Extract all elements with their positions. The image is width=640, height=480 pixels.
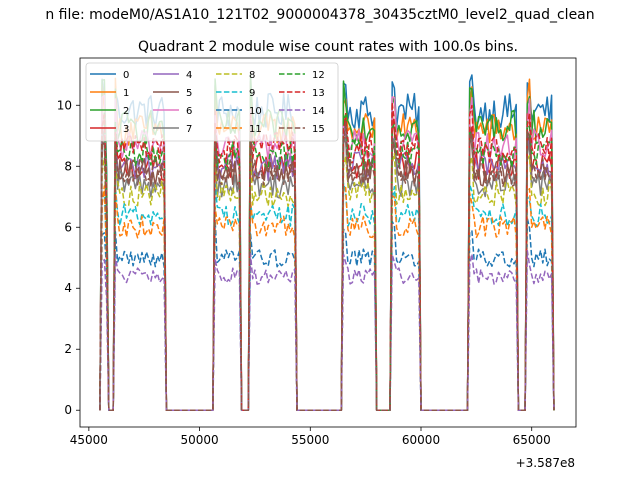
x-tick-label: 55000 xyxy=(291,433,329,447)
series-line-15 xyxy=(99,122,555,411)
legend-label: 4 xyxy=(186,70,192,81)
series-line-8 xyxy=(99,150,555,411)
series-line-10 xyxy=(99,217,555,411)
legend-label: 7 xyxy=(186,124,192,135)
x-tick-label: 45000 xyxy=(70,433,108,447)
x-tick-label: 65000 xyxy=(513,433,551,447)
legend-label: 3 xyxy=(123,124,129,135)
series-line-14 xyxy=(99,249,555,411)
legend-label: 1 xyxy=(123,88,129,99)
legend-label: 8 xyxy=(249,70,255,81)
legend-box xyxy=(85,62,339,142)
y-tick-label: 0 xyxy=(64,403,72,417)
plot-frame xyxy=(79,57,577,428)
legend-label: 13 xyxy=(312,88,325,99)
legend-label: 14 xyxy=(312,106,325,117)
chart-title: Quadrant 2 module wise count rates with … xyxy=(138,39,518,55)
legend-label: 6 xyxy=(186,106,192,117)
x-tick-label: 60000 xyxy=(402,433,440,447)
y-axis: 0 2 4 6 8 10 xyxy=(57,98,80,417)
y-tick-label: 6 xyxy=(64,220,72,234)
y-tick-label: 2 xyxy=(64,342,72,356)
legend-label: 12 xyxy=(312,70,325,81)
legend-label: 9 xyxy=(249,88,255,99)
y-tick-label: 10 xyxy=(57,98,72,112)
legend-label: 2 xyxy=(123,106,129,117)
legend-label: 15 xyxy=(312,124,325,135)
legend-label: 5 xyxy=(186,88,192,99)
y-tick-label: 4 xyxy=(64,281,72,295)
x-offset-label: +3.587e8 xyxy=(516,456,575,470)
series-layer xyxy=(99,73,555,411)
legend-label: 0 xyxy=(123,70,129,81)
figure-suptitle: n file: modeM0/AS1A10_121T02_9000004378_… xyxy=(45,7,594,23)
legend-label: 10 xyxy=(249,106,262,117)
y-tick-label: 8 xyxy=(64,159,72,173)
x-tick-label: 50000 xyxy=(180,433,218,447)
x-axis: 45000 50000 55000 60000 65000 xyxy=(70,427,551,447)
legend-label: 11 xyxy=(249,124,262,135)
